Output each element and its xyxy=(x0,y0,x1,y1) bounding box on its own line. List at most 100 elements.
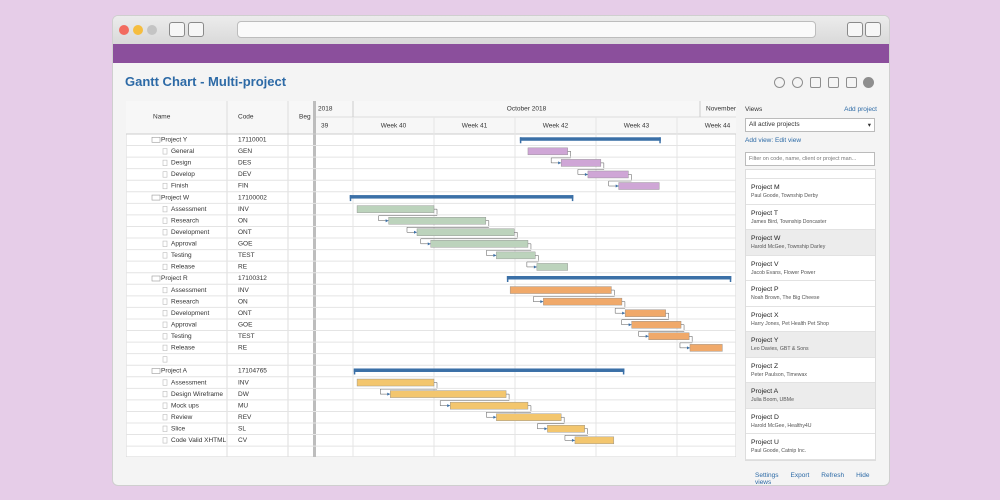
zoom-button[interactable] xyxy=(147,25,157,35)
address-bar[interactable] xyxy=(237,21,816,38)
task-name[interactable]: Assessment xyxy=(171,379,207,386)
footer-link[interactable]: Settings xyxy=(755,472,779,479)
file-icon xyxy=(162,252,168,259)
dependency-arrow xyxy=(564,428,588,441)
task-name[interactable]: Research xyxy=(171,298,199,305)
project-item-sub: Harold McGee, Healthy4U xyxy=(751,422,812,429)
close-button[interactable] xyxy=(119,25,129,35)
task-name[interactable]: Testing xyxy=(171,333,192,340)
task-bar[interactable] xyxy=(560,159,602,167)
forward-button[interactable] xyxy=(188,22,204,37)
project-item[interactable]: Project U Paul Goode, Catnip Inc. xyxy=(746,434,875,460)
collapse-icon[interactable] xyxy=(846,77,857,88)
project-name[interactable]: Project Y xyxy=(161,136,188,143)
task-bar[interactable] xyxy=(689,344,723,352)
task-name[interactable]: Mock ups xyxy=(171,402,200,409)
project-item[interactable]: Project Z Peter Paulson, Timewax xyxy=(746,358,875,383)
project-item[interactable]: Project P Noah Brown, The Big Cheese xyxy=(746,281,875,307)
task-bar[interactable] xyxy=(450,401,529,410)
project-name[interactable]: Project R xyxy=(161,275,188,282)
project-item[interactable]: Project V Jacob Evans, Flower Power xyxy=(746,256,875,281)
dependency-arrow xyxy=(533,289,615,302)
task-name[interactable]: Develop xyxy=(171,171,195,178)
task-name[interactable]: Approval xyxy=(171,241,197,248)
task-name[interactable]: Research xyxy=(171,217,199,224)
zoom-out-icon[interactable] xyxy=(792,77,803,88)
task-name[interactable]: Review xyxy=(171,414,193,421)
minimize-button[interactable] xyxy=(133,25,143,35)
project-item[interactable]: Project X Harry Jones, Pet Health Pet Sho… xyxy=(746,307,875,332)
edit-view-link[interactable]: Edit view xyxy=(775,137,802,144)
project-name[interactable]: Project A xyxy=(161,368,188,375)
task-name[interactable]: Approval xyxy=(171,321,197,328)
task-bar[interactable] xyxy=(416,228,515,236)
project-item[interactable]: Project W Harold McGee, Township Darley xyxy=(746,230,875,256)
task-code: GOE xyxy=(238,321,253,328)
task-name[interactable]: Release xyxy=(171,264,195,271)
task-bar[interactable] xyxy=(356,205,435,213)
file-icon xyxy=(162,298,168,305)
task-bar[interactable] xyxy=(430,240,529,248)
task-bar[interactable] xyxy=(509,286,612,294)
month-label: November xyxy=(706,106,736,113)
task-bar[interactable] xyxy=(388,216,487,225)
task-code: RE xyxy=(238,345,248,352)
task-name[interactable]: Development xyxy=(171,229,209,236)
footer-link[interactable]: Hide views xyxy=(755,472,870,486)
task-bar[interactable] xyxy=(574,436,615,445)
add-icon[interactable] xyxy=(863,77,874,88)
back-button[interactable] xyxy=(169,22,185,37)
project-item[interactable]: Project A Julia Boom, UBMe xyxy=(746,383,875,409)
task-bar[interactable] xyxy=(624,309,666,317)
task-name[interactable]: Design xyxy=(171,160,192,167)
task-name[interactable]: Code Valid XHTML xyxy=(171,437,227,444)
view-select[interactable]: All active projects ▾ xyxy=(745,118,875,132)
task-name[interactable]: Slice xyxy=(171,425,185,432)
task-bar[interactable] xyxy=(618,182,660,190)
project-item[interactable]: Project Y Leo Davies, GBT & Sons xyxy=(746,332,875,358)
task-bar[interactable] xyxy=(496,413,562,421)
task-name[interactable]: Assessment xyxy=(171,206,207,213)
task-name[interactable]: Assessment xyxy=(171,287,207,294)
add-view-link[interactable]: Add view xyxy=(745,137,772,144)
footer-link[interactable]: Refresh xyxy=(821,472,845,479)
tabs-button[interactable] xyxy=(847,22,863,37)
project-item-name: Project Z xyxy=(751,362,779,370)
project-code: 17100312 xyxy=(238,275,267,282)
expand-icon[interactable] xyxy=(828,77,839,88)
project-item[interactable]: Project M Paul Goode, Township Derby xyxy=(746,179,875,205)
task-name[interactable]: Finish xyxy=(171,183,189,190)
task-bar[interactable] xyxy=(390,390,507,398)
task-bar[interactable] xyxy=(648,332,690,341)
task-bar[interactable] xyxy=(496,251,536,260)
dependency-arrow xyxy=(537,416,565,430)
task-bar[interactable] xyxy=(543,297,623,306)
task-bar[interactable] xyxy=(587,170,629,179)
file-icon xyxy=(162,287,168,294)
task-name[interactable]: Design Wireframe xyxy=(171,391,223,398)
filter-placeholder: Filter on code, name, client or project … xyxy=(749,156,857,162)
task-name[interactable]: Testing xyxy=(171,252,192,259)
task-name[interactable]: Development xyxy=(171,310,209,317)
task-bar[interactable] xyxy=(536,263,568,271)
share-button[interactable] xyxy=(865,22,881,37)
summary-cap xyxy=(349,195,352,202)
filter-input[interactable]: Filter on code, name, client or project … xyxy=(745,152,875,166)
task-bar[interactable] xyxy=(547,425,585,433)
task-name[interactable]: Release xyxy=(171,345,195,352)
task-bar[interactable] xyxy=(356,378,435,387)
dependency-arrow xyxy=(621,312,669,325)
footer-link[interactable]: Export xyxy=(790,472,810,479)
project-item-name: Project T xyxy=(751,209,779,217)
project-item[interactable]: Project T James Bird, Township Doncaster xyxy=(746,205,875,230)
project-name[interactable]: Project W xyxy=(161,194,190,201)
add-project-link[interactable]: Add project xyxy=(844,106,877,113)
zoom-in-icon[interactable] xyxy=(774,77,785,88)
move-icon[interactable] xyxy=(810,77,821,88)
task-bar[interactable] xyxy=(631,321,682,329)
task-code: MU xyxy=(238,402,248,409)
project-item-sub: Harry Jones, Pet Health Pet Shop xyxy=(751,320,829,327)
task-name[interactable]: General xyxy=(171,148,195,155)
task-bar[interactable] xyxy=(527,147,568,156)
project-item[interactable]: Project D Harold McGee, Healthy4U xyxy=(746,409,875,434)
